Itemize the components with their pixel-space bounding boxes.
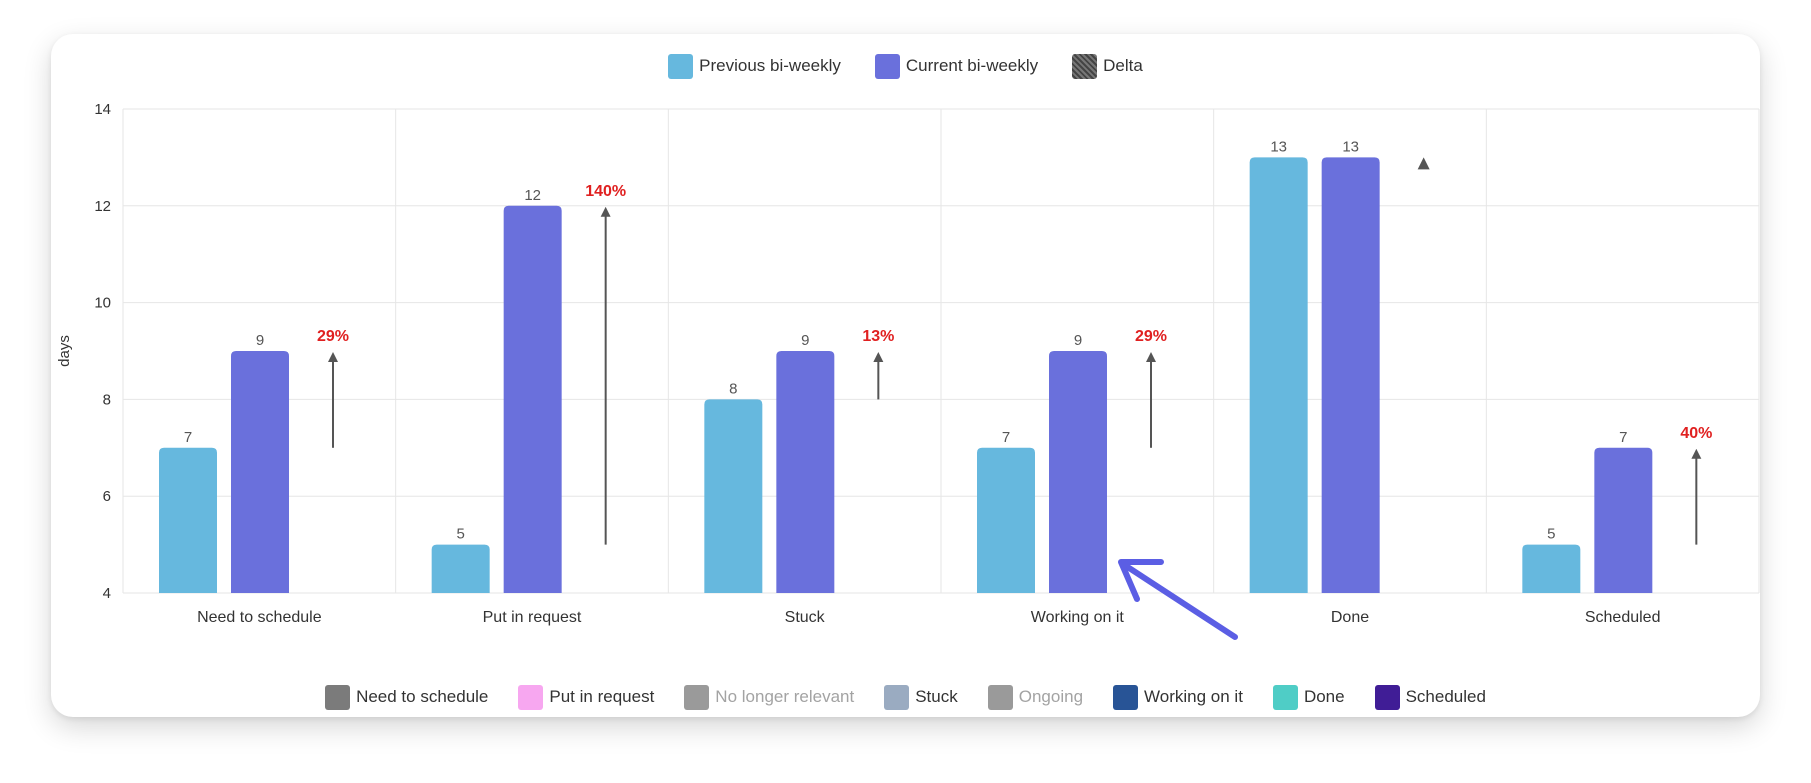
legend-label: Current bi-weekly xyxy=(905,56,1039,75)
x-category-label: Put in request xyxy=(483,609,582,626)
y-axis-title: days xyxy=(56,335,73,367)
bar-current-bi-weekly-working-on-it xyxy=(1049,351,1107,593)
y-tick-label: 12 xyxy=(94,198,111,215)
data-label: 5 xyxy=(1547,526,1555,543)
bar-current-bi-weekly-stuck xyxy=(776,351,835,593)
data-label: 12 xyxy=(524,187,541,204)
y-tick-label: 4 xyxy=(103,585,111,602)
legend-label: Working on it xyxy=(1144,687,1243,706)
legend-item-working-on-it[interactable]: Working on it xyxy=(1113,684,1243,710)
legend-swatch xyxy=(325,684,351,710)
legend-label: Put in request xyxy=(549,687,655,706)
bar-current-bi-weekly-need-to-schedule xyxy=(231,351,289,593)
legend-label: Delta xyxy=(1103,56,1143,75)
data-label: 7 xyxy=(1619,429,1627,446)
data-label: 7 xyxy=(184,429,192,446)
legend-label: No longer relevant xyxy=(715,687,855,706)
chart-card: 4 6 8 10 12 14 days 7 9 29% Need to schedule 5 12 140… xyxy=(51,34,1760,717)
delta-marker-done xyxy=(1417,157,1430,170)
annotation-arrow-head xyxy=(1118,559,1164,602)
data-label: 13 xyxy=(1270,138,1287,155)
x-category-label: Need to schedule xyxy=(197,609,322,626)
legend-swatch xyxy=(987,684,1013,710)
annotation-arrow xyxy=(1118,559,1238,640)
bar-current-bi-weekly-scheduled xyxy=(1594,447,1653,593)
legend-label: Need to schedule xyxy=(356,687,489,706)
legend-label: Done xyxy=(1303,687,1345,706)
legend-swatch xyxy=(884,684,910,710)
legend-item-stuck[interactable]: Stuck xyxy=(884,684,958,710)
bar-previous-bi-weekly-done xyxy=(1249,157,1308,593)
x-category-label: Stuck xyxy=(785,609,826,626)
bar-previous-bi-weekly-scheduled xyxy=(1522,544,1581,593)
x-category-label: Working on it xyxy=(1031,609,1125,626)
bar-previous-bi-weekly-stuck xyxy=(704,399,763,593)
legend-swatch xyxy=(1374,684,1400,710)
y-tick-label: 6 xyxy=(103,488,111,505)
legend-item-ongoing[interactable]: Ongoing xyxy=(987,684,1084,710)
legend-label: Scheduled xyxy=(1405,687,1486,706)
delta-percent-label: 13% xyxy=(862,328,894,345)
data-label: 9 xyxy=(256,332,264,349)
data-label: 9 xyxy=(1074,332,1082,349)
data-label: 5 xyxy=(456,526,464,543)
legend-item-put-in-request[interactable]: Put in request xyxy=(518,684,655,710)
bar-current-bi-weekly-put-in-request xyxy=(503,205,562,594)
bar-previous-bi-weekly-need-to-schedule xyxy=(159,447,217,593)
legend-item-delta[interactable]: Delta xyxy=(1072,53,1143,79)
legend-swatch xyxy=(684,684,710,710)
legend-item-current-bi-weekly[interactable]: Current bi-weekly xyxy=(874,53,1039,79)
legend-label: Stuck xyxy=(915,687,958,706)
status-legend: Need to schedule Put in request No longer … xyxy=(51,682,1760,712)
y-tick-label: 14 xyxy=(94,101,111,118)
x-category-label: Done xyxy=(1331,609,1369,626)
data-label: 7 xyxy=(1002,429,1010,446)
legend-swatch xyxy=(518,684,544,710)
legend-swatch xyxy=(1113,684,1139,710)
bar-chart: 4 6 8 10 12 14 days 7 9 29% Need to schedule 5 12 140… xyxy=(56,101,1760,640)
data-label: 13 xyxy=(1342,138,1359,155)
legend-item-need-to-schedule[interactable]: Need to schedule xyxy=(325,684,489,710)
legend-swatch xyxy=(874,53,900,79)
legend-swatch xyxy=(668,53,694,79)
delta-percent-label: 29% xyxy=(317,328,349,345)
legend-label: Ongoing xyxy=(1018,687,1084,706)
legend-item-scheduled[interactable]: Scheduled xyxy=(1374,684,1486,710)
data-label: 8 xyxy=(729,380,737,397)
legend-item-no-longer-relevant[interactable]: No longer relevant xyxy=(684,684,855,710)
bar-current-bi-weekly-done xyxy=(1321,157,1380,593)
legend-swatch xyxy=(1272,684,1298,710)
y-tick-label: 8 xyxy=(103,391,111,408)
legend-swatch xyxy=(1072,53,1098,79)
legend-label: Previous bi-weekly xyxy=(699,56,841,75)
legend-item-previous-bi-weekly[interactable]: Previous bi-weekly xyxy=(668,53,841,79)
legend-item-done[interactable]: Done xyxy=(1272,684,1345,710)
bar-previous-bi-weekly-working-on-it xyxy=(977,447,1035,593)
delta-percent-label: 40% xyxy=(1680,425,1712,442)
delta-percent-label: 29% xyxy=(1135,328,1167,345)
bar-previous-bi-weekly-put-in-request xyxy=(431,544,490,593)
y-tick-label: 10 xyxy=(94,295,111,312)
x-category-label: Scheduled xyxy=(1585,609,1661,626)
series-legend: Previous bi-weekly Current bi-weekly Delta xyxy=(51,51,1760,81)
data-label: 9 xyxy=(801,332,809,349)
delta-percent-label: 140% xyxy=(585,183,626,200)
annotation-arrow-shaft xyxy=(1120,561,1238,640)
